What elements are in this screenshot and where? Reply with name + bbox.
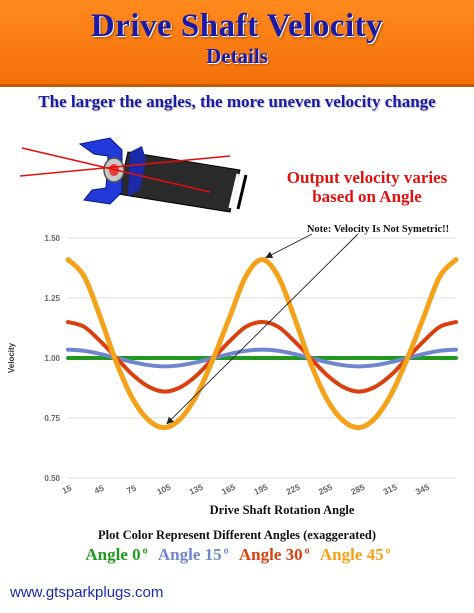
degree-symbol: o: [304, 545, 310, 557]
page-subtitle: Details: [206, 44, 268, 68]
x-tick-label: 75: [125, 483, 138, 496]
x-tick-label: 345: [414, 482, 431, 497]
series-line-angle-30: [66, 319, 458, 394]
legend-label: Angle 45: [319, 545, 384, 564]
output-velocity-note: Output velocity varies based on Angle: [262, 168, 472, 206]
x-tick-label: 195: [252, 482, 269, 497]
x-tick-label: 105: [155, 482, 172, 497]
tagline: The larger the angles, the more uneven v…: [38, 92, 436, 111]
annotation-arrow: [265, 233, 313, 259]
x-tick-label: 135: [188, 482, 205, 497]
x-tick-label: 225: [285, 482, 302, 497]
legend-item-angle-15: Angle 15 o: [156, 545, 229, 564]
velocity-chart: 0.50 0.75 1.00 1.25 1.50 15 45 75 105 135 165 195 22…: [7, 224, 459, 517]
x-tick-label: 45: [93, 483, 106, 496]
series-line-angle-45: [65, 257, 459, 431]
output-note-line2: based on Angle: [312, 187, 422, 206]
header-banner: Drive Shaft Velocity Details: [0, 0, 474, 87]
x-tick-label: 315: [382, 482, 399, 497]
degree-symbol: o: [223, 545, 229, 557]
legend-item-angle-30: Angle 30 o: [237, 545, 310, 564]
x-tick-label: 285: [349, 482, 366, 497]
page-title: Drive Shaft Velocity: [90, 8, 384, 44]
y-tick-label: 1.25: [44, 294, 60, 303]
legend-label: Angle 0: [85, 545, 141, 564]
y-axis-label: Velocity: [7, 342, 16, 373]
x-axis-label: Drive Shaft Rotation Angle: [210, 503, 355, 517]
annotation-text: Note: Velocity Is Not Symetric!!: [307, 224, 449, 235]
x-tick-label: 165: [220, 482, 237, 497]
x-tick-label: 255: [317, 482, 334, 497]
y-tick-label: 1.50: [44, 234, 60, 243]
degree-symbol: o: [385, 545, 391, 557]
y-tick-label: 1.00: [44, 354, 60, 363]
x-tick-label: 15: [60, 483, 73, 496]
series-line-angle-15: [66, 347, 458, 369]
y-tick-label: 0.75: [44, 414, 60, 423]
legend-item-angle-45: Angle 45 o: [318, 545, 391, 564]
legend-caption: Plot Color Represent Different Angles (e…: [97, 528, 377, 542]
universal-joint-icon: [19, 137, 248, 213]
output-note-line1: Output velocity varies: [286, 168, 448, 187]
legend-label: Angle 30: [238, 545, 303, 564]
website-link[interactable]: www.gtsparkplugs.com: [10, 584, 164, 601]
degree-symbol: o: [142, 545, 148, 557]
y-tick-label: 0.50: [44, 474, 60, 483]
annotation-arrow: [166, 233, 359, 425]
legend-label: Angle 15: [157, 545, 222, 564]
